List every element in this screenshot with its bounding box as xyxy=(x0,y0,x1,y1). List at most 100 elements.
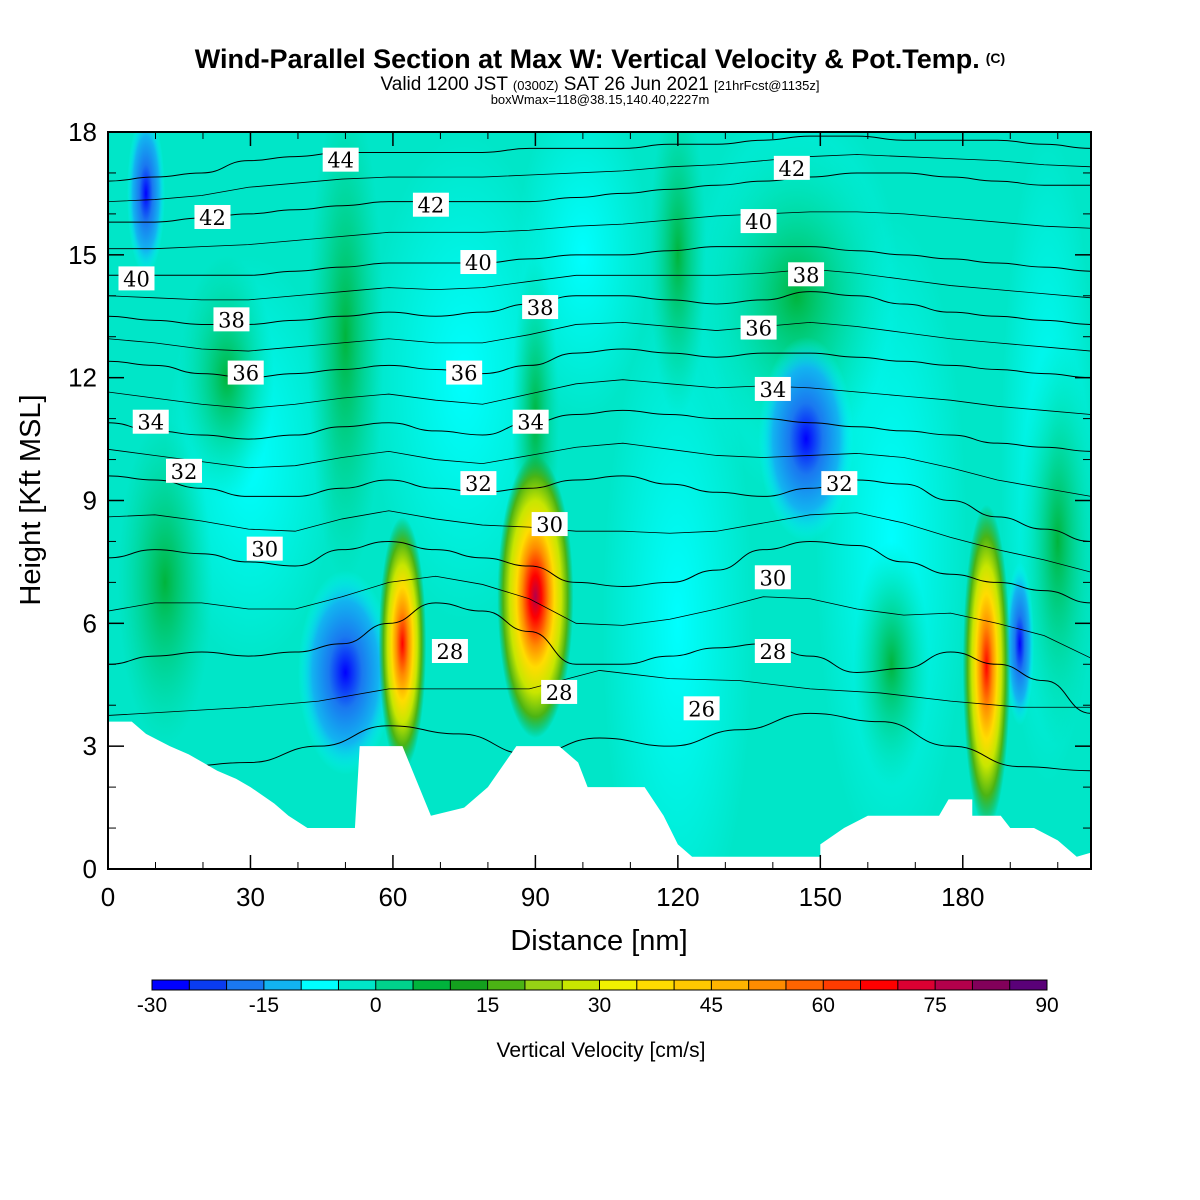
contour-label-box xyxy=(246,536,283,561)
contour-label: 34 xyxy=(517,411,544,435)
colorbar-tick-label: 45 xyxy=(700,994,723,1017)
contour-label-box xyxy=(788,262,825,287)
colorbar-tick-label: -30 xyxy=(137,994,167,1017)
colorbar-bin xyxy=(1009,980,1048,990)
contour-label: 28 xyxy=(759,640,786,664)
contour-label-box xyxy=(118,266,155,291)
contour-label-box xyxy=(683,696,720,721)
colorbar-bin xyxy=(599,980,638,990)
contour-label-box xyxy=(460,471,497,496)
y-tick-label: 12 xyxy=(68,363,97,393)
colorbar-bin xyxy=(972,980,1011,990)
y-tick-label: 0 xyxy=(83,854,97,884)
downdraft-core xyxy=(758,336,854,542)
contour-label-box xyxy=(773,155,810,180)
weak-downdraft-region xyxy=(601,295,754,869)
x-tick-label: 150 xyxy=(799,882,842,912)
updraft-core xyxy=(962,504,1011,829)
contour-label: 32 xyxy=(826,472,853,496)
y-tick-label: 9 xyxy=(83,486,97,516)
y-tick-label: 15 xyxy=(68,240,97,270)
contour-label-box xyxy=(132,409,169,434)
contour-label-box xyxy=(194,204,231,229)
contour-label: 30 xyxy=(759,566,786,590)
x-tick-label: 180 xyxy=(941,882,984,912)
contour-label: 44 xyxy=(327,149,354,173)
downdraft-core xyxy=(127,132,165,276)
x-tick-label: 0 xyxy=(101,882,115,912)
weak-updraft-region xyxy=(1019,336,1091,747)
colorbar-bin xyxy=(450,980,489,990)
contour-label-box xyxy=(754,565,791,590)
colorbar-tick-label: 0 xyxy=(370,994,382,1017)
theta-isoline xyxy=(108,348,1091,379)
contour-label: 36 xyxy=(232,362,259,386)
colorbar-bin xyxy=(263,980,302,990)
chart-subtitle: Valid 1200 JST (0300Z) SAT 26 Jun 2021 [… xyxy=(0,74,1200,96)
theta-isoline xyxy=(108,379,1091,415)
theta-isoline xyxy=(108,540,1091,604)
contour-label-box xyxy=(213,307,250,332)
theta-isoline xyxy=(108,670,1091,716)
colorbar-bin xyxy=(524,980,563,990)
contour-label-box xyxy=(531,512,568,537)
colorbar-bin xyxy=(487,980,526,990)
colorbar-tick-label: 75 xyxy=(923,994,946,1017)
theta-isoline xyxy=(108,135,1091,182)
contour-label: 38 xyxy=(218,308,245,332)
contour-label: 32 xyxy=(171,460,198,484)
colorbar-bin xyxy=(636,980,675,990)
contour-label: 42 xyxy=(778,157,805,181)
contour-label: 38 xyxy=(527,296,554,320)
downdraft-core xyxy=(297,570,393,775)
valid-time-utc: (0300Z) xyxy=(512,78,559,93)
valid-date: SAT 26 Jun 2021 xyxy=(563,74,709,95)
theta-isoline xyxy=(108,154,1091,203)
colorbar-tick-label: 30 xyxy=(588,994,611,1017)
colorbar-tick-label: -15 xyxy=(249,994,279,1017)
colorbar: -30 -15 0 15 30 45 60 75 90 xyxy=(137,979,1059,1017)
contour-label: 42 xyxy=(418,194,445,218)
colorbar-title: Vertical Velocity [cm/s] xyxy=(497,1039,706,1062)
colorbar-bin xyxy=(897,980,936,990)
contour-label-box xyxy=(322,147,359,172)
contour-label-box xyxy=(821,471,858,496)
contour-label-box xyxy=(412,192,449,217)
y-tick-label: 3 xyxy=(83,731,97,761)
contour-label-box xyxy=(165,458,202,483)
contour-label-box xyxy=(754,638,791,663)
contour-label-box xyxy=(227,360,264,385)
contour-labels: 44 42 42 42 40 40 40 38 38 38 36 36 36 34 34 34 32 32 32 30… xyxy=(118,147,858,721)
theta-isoline xyxy=(108,575,1091,659)
downdraft-core xyxy=(1005,561,1035,726)
colorbar-bin xyxy=(748,980,787,990)
x-tick-label: 90 xyxy=(521,882,550,912)
contour-label-box xyxy=(541,679,578,704)
y-tick-label: 18 xyxy=(68,117,97,147)
chart-title-text: Wind-Parallel Section at Max W: Vertical… xyxy=(194,44,980,74)
weak-updraft-region xyxy=(307,132,384,583)
contour-label: 36 xyxy=(745,317,772,341)
theta-isoline xyxy=(108,602,1091,714)
contour-label-box xyxy=(431,638,468,663)
contour-label-box xyxy=(522,295,559,320)
box-info: boxWmax=118@38.15,140.40,2227m xyxy=(490,92,710,107)
colorbar-bin xyxy=(375,980,414,990)
x-tick-label: 60 xyxy=(378,882,407,912)
valid-time-prefix: Valid 1200 JST xyxy=(380,74,508,95)
theta-isoline xyxy=(108,211,1091,250)
colorbar-frame xyxy=(151,979,1048,991)
colorbar-bin xyxy=(152,980,190,990)
contour-label: 30 xyxy=(536,513,563,537)
contour-label: 28 xyxy=(437,640,464,664)
copyright-mark: (C) xyxy=(985,50,1006,66)
contour-label-box xyxy=(446,360,483,385)
y-axis-title: Height [Kft MSL] xyxy=(15,394,47,605)
theta-isoline xyxy=(108,442,1091,497)
colorbar-bin xyxy=(785,980,824,990)
forecast-info: [21hrFcst@1135z] xyxy=(714,78,820,93)
colorbar-bin xyxy=(562,980,600,990)
theta-isoline xyxy=(108,291,1091,325)
weak-updraft-region xyxy=(117,418,213,747)
